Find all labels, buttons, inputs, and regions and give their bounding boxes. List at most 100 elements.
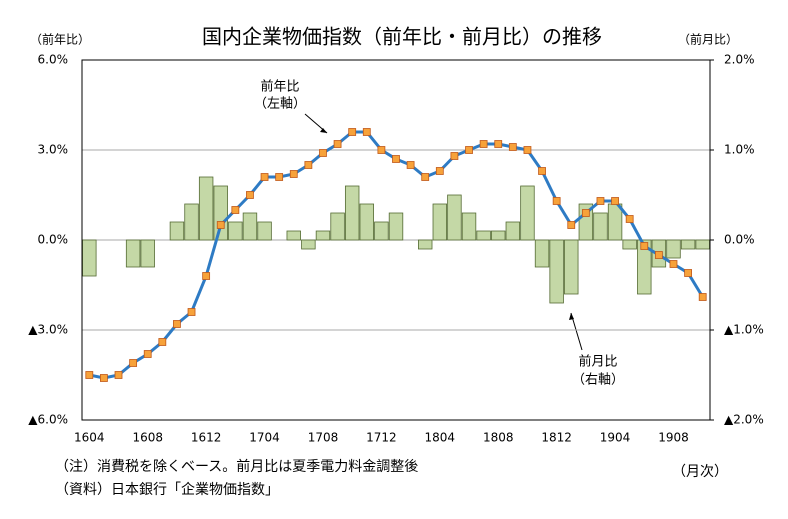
arrow-head: [320, 128, 327, 133]
bar: [534, 239, 550, 268]
annotation: 前月比: [578, 354, 617, 370]
marker: [362, 128, 371, 136]
marker: [173, 320, 181, 328]
bar: [301, 239, 316, 250]
bar: [564, 239, 579, 295]
bar: [242, 212, 258, 241]
annotation: 前年比: [260, 79, 299, 95]
bar: [476, 230, 491, 241]
bar: [520, 185, 535, 241]
note: （資料）日本銀行「企業物価指数」: [55, 481, 279, 498]
marker: [202, 272, 211, 280]
marker: [187, 308, 196, 316]
x-tick-label: 1908: [658, 431, 689, 445]
marker: [698, 293, 707, 301]
bar: [607, 203, 623, 241]
marker: [450, 152, 459, 160]
bar: [593, 212, 608, 241]
y2-tick-label: 0.0%: [724, 233, 755, 247]
bar: [169, 221, 185, 241]
bar: [374, 221, 389, 241]
x-tick-label: 1612: [191, 431, 222, 445]
bar: [315, 230, 331, 241]
marker: [538, 167, 546, 175]
bar: [257, 221, 272, 241]
marker: [669, 260, 678, 268]
x-tick-label: 1712: [366, 431, 397, 445]
bar: [447, 194, 462, 241]
bar: [432, 203, 448, 241]
y-tick-label: 3.0%: [38, 143, 69, 157]
marker: [304, 161, 313, 169]
marker: [596, 197, 605, 205]
y2-tick-label: 1.0%: [724, 143, 755, 157]
x-tick-label: 1808: [483, 431, 514, 445]
marker: [289, 170, 298, 178]
bar: [491, 230, 506, 241]
marker: [523, 146, 532, 154]
marker: [567, 221, 576, 229]
x-tick-label: 1812: [541, 431, 572, 445]
bar: [213, 185, 228, 241]
bar: [140, 239, 155, 268]
marker: [508, 143, 517, 151]
annotation: （右軸）: [572, 373, 624, 388]
x-tick-label: 1804: [425, 431, 456, 445]
marker: [421, 173, 430, 181]
y2-tick-label: ▲1.0%: [724, 323, 764, 337]
marker: [494, 140, 503, 148]
marker: [479, 140, 488, 148]
marker: [129, 359, 138, 367]
bar: [637, 239, 652, 295]
bar: [228, 221, 243, 241]
y-axis-label: （前年比）: [30, 32, 90, 47]
y2-axis-label: （前月比）: [678, 32, 738, 47]
bar: [125, 239, 141, 268]
marker: [377, 146, 386, 154]
marker: [231, 206, 240, 214]
y-tick-label: 6.0%: [38, 53, 69, 67]
bar: [666, 239, 681, 259]
marker: [260, 173, 269, 181]
y-tick-label: 0.0%: [38, 233, 69, 247]
annotation: （左軸）: [254, 97, 306, 112]
arrow-head: [569, 313, 574, 320]
bar: [388, 212, 404, 241]
marker: [85, 371, 94, 379]
marker: [158, 338, 167, 346]
plot-frame: [81, 59, 711, 421]
bar: [695, 239, 710, 250]
marker: [319, 149, 327, 157]
line: [89, 130, 704, 380]
marker: [465, 146, 473, 154]
marker: [581, 209, 590, 217]
bar: [184, 203, 199, 241]
marker: [392, 155, 400, 163]
bar: [418, 239, 433, 250]
marker: [625, 215, 634, 223]
marker: [684, 269, 692, 277]
x-tick-label: 1604: [74, 431, 105, 445]
note: （注）消費税を除くベース。前月比は夏季電力料金調整後: [55, 458, 418, 475]
marker: [114, 371, 123, 379]
marker: [246, 191, 254, 199]
x-tick-label: 1708: [308, 431, 339, 445]
y2-tick-label: 2.0%: [724, 53, 755, 67]
bar: [198, 176, 214, 241]
bar: [359, 203, 374, 241]
x-tick-label: 1704: [249, 431, 280, 445]
marker: [435, 167, 444, 175]
y2-tick-label: ▲2.0%: [724, 413, 764, 427]
bar: [286, 230, 301, 241]
chart-title: 国内企業物価指数（前年比・前月比）の推移: [202, 25, 602, 49]
bar: [680, 239, 696, 250]
bar: [505, 221, 521, 241]
marker: [654, 251, 663, 259]
bar: [549, 239, 564, 304]
x-axis-label: （月次）: [672, 464, 728, 480]
marker: [275, 173, 284, 181]
bar: [461, 212, 477, 241]
marker: [333, 140, 342, 148]
bar: [622, 239, 637, 250]
